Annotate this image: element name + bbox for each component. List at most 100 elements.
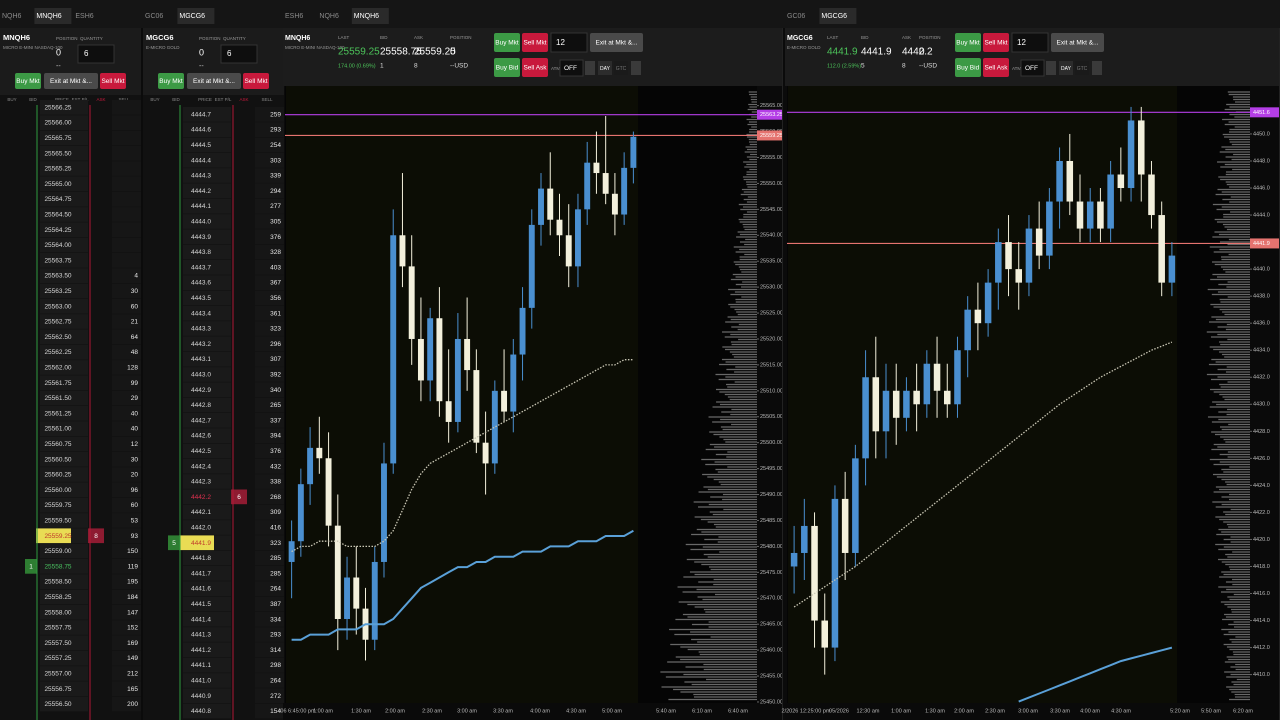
ladder-price[interactable]: 25557.25 xyxy=(44,655,71,662)
tab-active[interactable] xyxy=(819,8,857,24)
time-in-force[interactable]: GTC xyxy=(1077,66,1088,72)
ladder-price[interactable]: 4441.6 xyxy=(191,586,211,593)
ladder-price[interactable]: 25557.75 xyxy=(44,625,71,632)
order-quantity[interactable]: 12 xyxy=(1017,38,1026,47)
quantity-box[interactable] xyxy=(77,44,115,64)
sell-market[interactable]: Sell Mkt xyxy=(523,40,546,47)
ladder-price[interactable]: 4442.6 xyxy=(191,433,211,440)
ladder-price[interactable]: 25560.75 xyxy=(44,441,71,448)
ladder-price[interactable]: 25562.75 xyxy=(44,319,71,326)
buy-market-bg[interactable] xyxy=(494,33,520,52)
sell-market-bg[interactable] xyxy=(983,33,1009,52)
order-button[interactable]: Sell Mkt xyxy=(244,78,267,85)
tab[interactable]: GC06 xyxy=(787,13,805,20)
ladder-price[interactable]: 25562.50 xyxy=(44,334,71,341)
ladder-price[interactable]: 25563.50 xyxy=(44,273,71,280)
buy-bid[interactable]: Buy Bid xyxy=(957,65,980,72)
order-button[interactable]: Buy Mkt xyxy=(16,78,40,85)
ladder-price[interactable]: 25560.25 xyxy=(44,472,71,479)
buy-market[interactable]: Buy Mkt xyxy=(956,40,980,47)
ladder-price[interactable]: 25564.50 xyxy=(44,211,71,218)
tab[interactable]: GC06 xyxy=(145,13,163,20)
ladder-price[interactable]: 25563.25 xyxy=(44,288,71,295)
ladder-price[interactable]: 4443.5 xyxy=(191,295,211,302)
tif-box[interactable] xyxy=(614,61,628,75)
ladder-price[interactable]: 4444.2 xyxy=(191,188,211,195)
ladder-price[interactable]: 25558.75 xyxy=(44,563,71,570)
ladder-price[interactable]: 4442.4 xyxy=(191,463,211,470)
sell-ask-bg[interactable] xyxy=(983,58,1009,77)
ladder-price[interactable]: 25562.00 xyxy=(44,364,71,371)
ladder-price[interactable]: 4442.8 xyxy=(191,402,211,409)
order-button-bg[interactable] xyxy=(158,73,184,89)
ladder-price[interactable]: 25560.00 xyxy=(44,487,71,494)
order-button-bg[interactable] xyxy=(15,73,41,89)
ladder-price[interactable]: 25560.50 xyxy=(44,456,71,463)
ladder-price[interactable]: 4440.9 xyxy=(191,693,211,700)
tab[interactable]: ESH6 xyxy=(75,13,93,20)
ladder-price[interactable]: 25559.25 xyxy=(44,533,71,540)
ladder-price[interactable]: 4441.7 xyxy=(191,570,211,577)
ladder-price[interactable]: 4444.3 xyxy=(191,173,211,180)
ladder-price[interactable]: 25558.00 xyxy=(44,609,71,616)
ladder-price[interactable]: 25561.00 xyxy=(44,426,71,433)
ladder-price[interactable]: 4441.4 xyxy=(191,616,211,623)
ladder-price[interactable]: 4442.1 xyxy=(191,509,211,516)
ladder-price[interactable]: 25566.00 xyxy=(44,120,71,127)
ladder-price[interactable]: 4441.5 xyxy=(191,601,211,608)
atm-box[interactable] xyxy=(1020,59,1045,77)
ladder-price[interactable]: 25565.50 xyxy=(44,150,71,157)
ladder-price[interactable]: 25562.25 xyxy=(44,349,71,356)
ladder-price[interactable]: 4443.6 xyxy=(191,280,211,287)
ladder-price[interactable]: 4442.9 xyxy=(191,387,211,394)
ladder-price[interactable]: 4444.4 xyxy=(191,157,211,164)
quantity[interactable]: 6 xyxy=(84,49,89,58)
ladder-price[interactable]: 4444.5 xyxy=(191,142,211,149)
ladder-price[interactable]: 25557.00 xyxy=(44,670,71,677)
ladder-price[interactable]: 4444.7 xyxy=(191,111,211,118)
buy-market-bg[interactable] xyxy=(955,33,981,52)
ladder-price[interactable]: 25565.75 xyxy=(44,135,71,142)
ladder-price[interactable]: 4441.3 xyxy=(191,632,211,639)
ladder-price[interactable]: 4444.6 xyxy=(191,127,211,134)
ladder-price[interactable]: 25559.50 xyxy=(44,517,71,524)
atm-box[interactable] xyxy=(559,59,584,77)
buy-bid[interactable]: Buy Bid xyxy=(496,65,519,72)
order-button[interactable]: Sell Mkt xyxy=(101,78,124,85)
ladder-price[interactable]: 25565.25 xyxy=(44,166,71,173)
ladder-price[interactable]: 4444.0 xyxy=(191,218,211,225)
order-button-bg[interactable] xyxy=(243,73,269,89)
ladder-price[interactable]: 25563.75 xyxy=(44,257,71,264)
tab[interactable]: NQH6 xyxy=(2,13,22,20)
ladder-price[interactable]: 4444.1 xyxy=(191,203,211,210)
tab[interactable]: ESH6 xyxy=(285,13,303,20)
order-quantity[interactable]: 12 xyxy=(556,38,565,47)
time-in-force[interactable]: DAY xyxy=(1061,66,1072,72)
order-button[interactable]: Buy Mkt xyxy=(159,78,183,85)
ladder-price[interactable]: 25558.50 xyxy=(44,579,71,586)
ladder-price[interactable]: 4441.8 xyxy=(191,555,211,562)
ladder-price[interactable]: 25563.00 xyxy=(44,303,71,310)
ladder-price[interactable]: 25564.25 xyxy=(44,227,71,234)
tif-edit[interactable] xyxy=(631,61,641,75)
time-in-force[interactable]: GTC xyxy=(616,66,627,72)
tab[interactable]: MNQH6 xyxy=(354,13,379,20)
ladder-price[interactable]: 4441.0 xyxy=(191,677,211,684)
ladder-price[interactable]: 25556.75 xyxy=(44,686,71,693)
order-button[interactable]: Exit at Mkt &... xyxy=(193,78,235,85)
ladder-price[interactable]: 25564.00 xyxy=(44,242,71,249)
buy-market[interactable]: Buy Mkt xyxy=(495,40,519,47)
order-quantity-box[interactable] xyxy=(1011,32,1049,53)
ladder-price[interactable]: 25558.25 xyxy=(44,594,71,601)
tab[interactable]: MGCG6 xyxy=(821,13,847,20)
ladder-price[interactable]: 25565.00 xyxy=(44,181,71,188)
ladder-price[interactable]: 4442.5 xyxy=(191,448,211,455)
sell-ask[interactable]: Sell Ask xyxy=(523,65,547,72)
tab[interactable]: MNQH6 xyxy=(36,13,61,20)
ladder-price[interactable]: 4441.9 xyxy=(191,540,211,547)
buy-bid-bg[interactable] xyxy=(494,58,520,77)
sell-market[interactable]: Sell Mkt xyxy=(984,40,1007,47)
ladder-price[interactable]: 4442.0 xyxy=(191,524,211,531)
ladder-price[interactable]: 25556.50 xyxy=(44,701,71,708)
sell-ask[interactable]: Sell Ask xyxy=(984,65,1008,72)
